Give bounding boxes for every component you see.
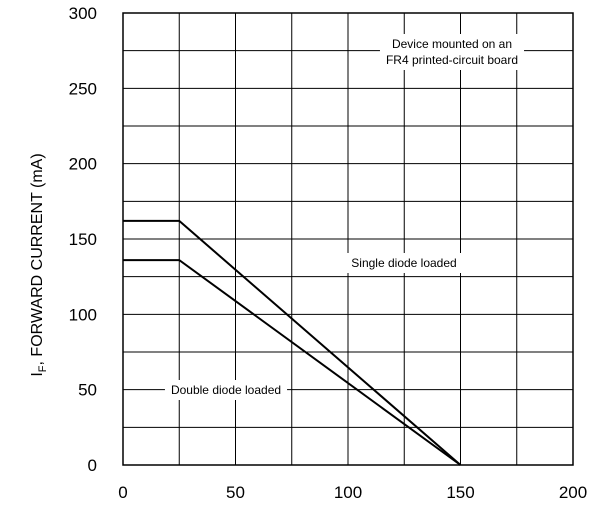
annotation-line: FR4 printed-circuit board (386, 53, 518, 67)
y-axis-label-subscript: F (37, 365, 49, 372)
annotation-backgrounds (164, 34, 525, 400)
plot-border (122, 12, 574, 466)
y-axis-label: IF, FORWARD CURRENT (mA) (29, 153, 49, 376)
annotation-background (379, 34, 525, 70)
y-tick-label: 50 (78, 381, 97, 400)
tick-labels: 0 50 100 150 200 0 50 100 150 200 250 300 (69, 4, 588, 502)
y-tick-label: 0 (88, 456, 97, 475)
x-tick-label: 0 (118, 483, 127, 502)
annotation-1: Device mounted on an FR4 printed-circuit … (386, 37, 518, 67)
annotation-background (345, 253, 463, 273)
y-tick-label: 300 (69, 4, 97, 23)
annotation-line: Single diode loaded (351, 256, 456, 270)
y-tick-label: 250 (69, 79, 97, 98)
annotation-background (164, 380, 288, 400)
series-layer (123, 219, 462, 466)
plot-frame (122, 12, 574, 466)
annotation-line: Double diode loaded (171, 383, 281, 397)
series-line-2 (123, 259, 462, 466)
grid-lines (123, 13, 573, 465)
annotation-line: Device mounted on an (392, 37, 512, 51)
x-tick-label: 50 (226, 483, 245, 502)
annotations: Device mounted on an FR4 printed-circuit … (171, 37, 518, 397)
y-axis-label-text: , FORWARD CURRENT (mA) (29, 153, 46, 365)
y-tick-label: 100 (69, 305, 97, 324)
y-axis-label-symbol: I (29, 372, 46, 376)
x-tick-label: 200 (559, 483, 587, 502)
y-tick-label: 150 (69, 230, 97, 249)
x-tick-label: 100 (334, 483, 362, 502)
series-line-1 (123, 219, 462, 466)
annotation-3: Double diode loaded (171, 383, 281, 397)
x-tick-label: 150 (446, 483, 474, 502)
annotation-2: Single diode loaded (351, 256, 456, 270)
y-tick-label: 200 (69, 155, 97, 174)
